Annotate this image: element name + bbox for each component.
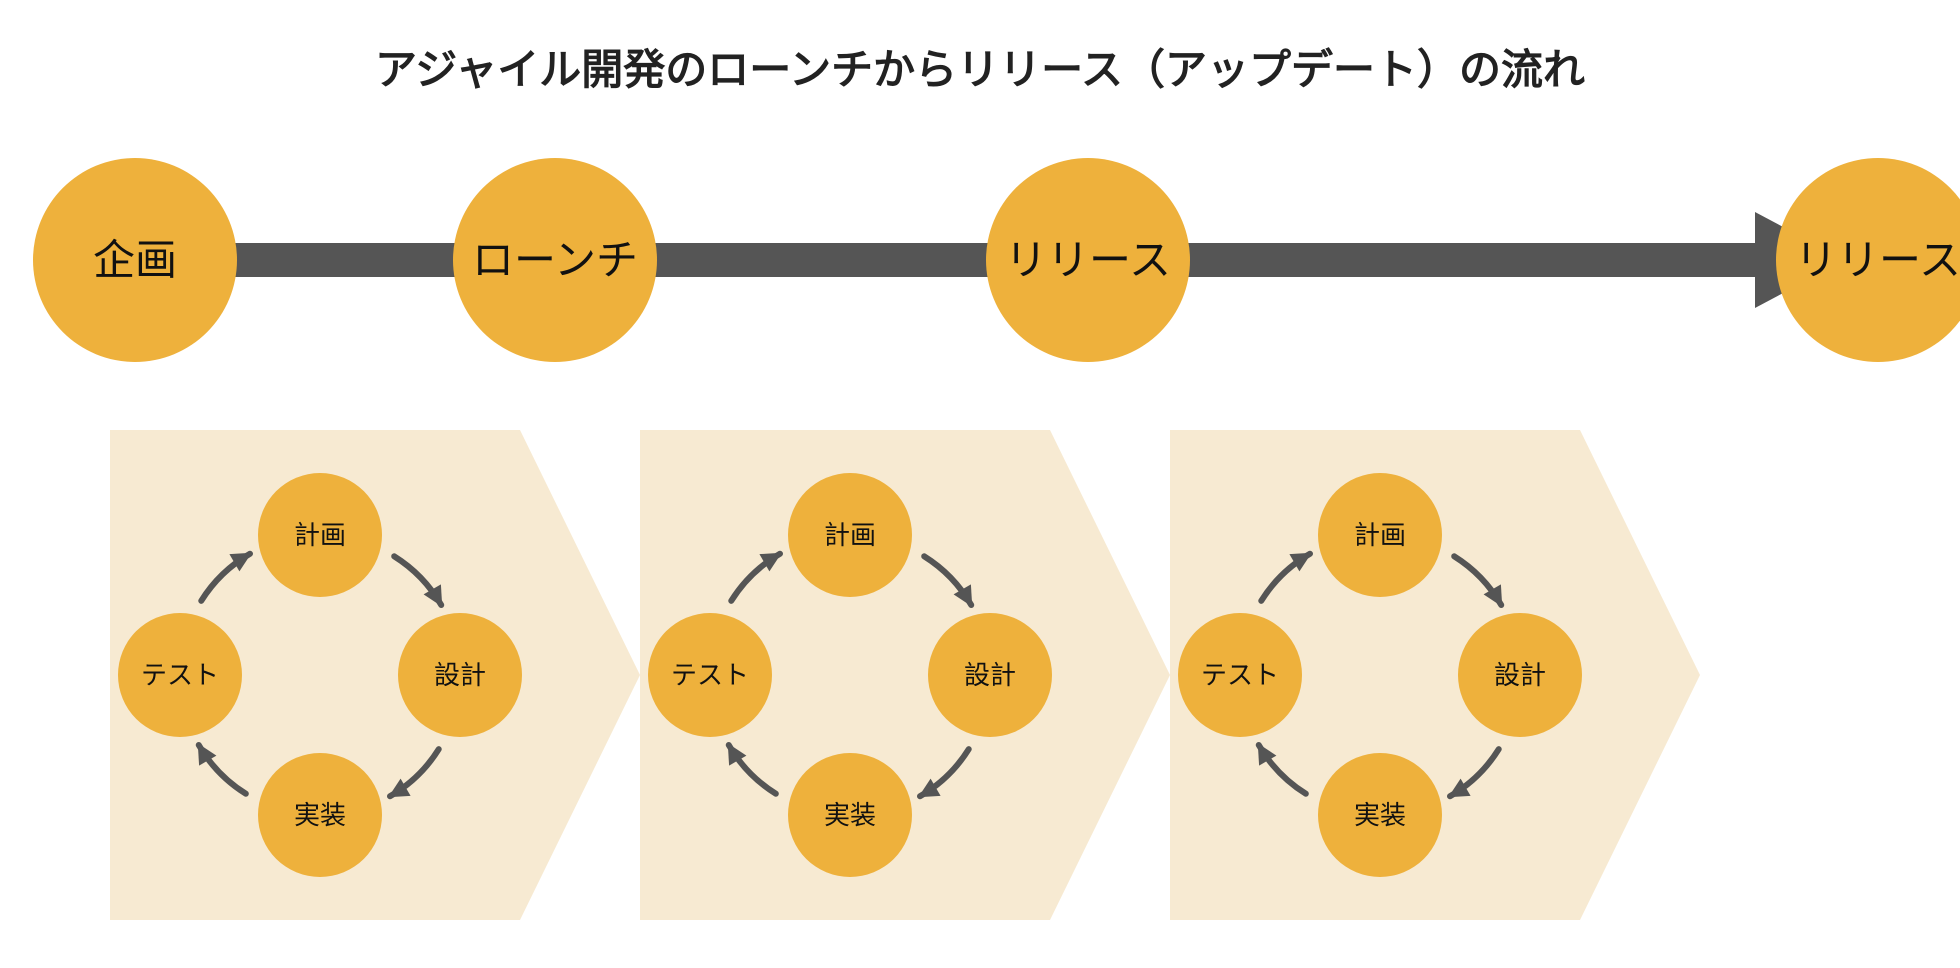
agile-flow-diagram: 計画設計実装テスト企画ローンチリリースリリースアジャイル開発のローンチからリリー… xyxy=(0,0,1960,968)
stage-label-release1: リリース xyxy=(1005,237,1171,284)
stage-label-plan: 企画 xyxy=(93,237,177,284)
stage-label-launch: ローンチ xyxy=(472,237,638,284)
stage-label-release2: リリース xyxy=(1795,237,1960,284)
diagram-title: アジャイル開発のローンチからリリース（アップデート）の流れ xyxy=(375,46,1585,93)
